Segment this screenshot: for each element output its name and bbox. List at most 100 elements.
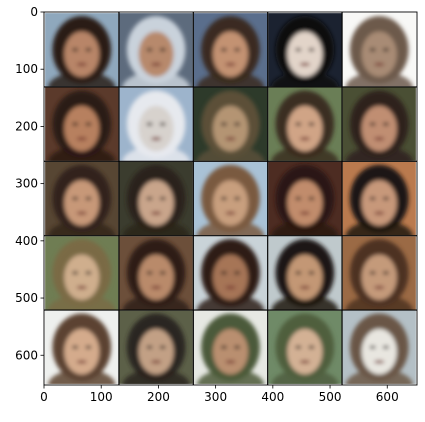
tile-face	[212, 328, 249, 375]
tile-face	[361, 328, 397, 375]
tile-face	[287, 105, 323, 152]
tile-eye-right	[382, 196, 389, 201]
tile-mouth	[151, 62, 162, 67]
tile-eye-left	[220, 196, 227, 201]
tile-eye-left	[369, 122, 376, 126]
tile-face	[212, 105, 249, 152]
generated-face-tile	[342, 310, 416, 384]
tile-shoulders	[122, 294, 190, 310]
tile-eye-right	[308, 271, 315, 275]
tile-face	[64, 328, 100, 375]
tile-mouth	[299, 137, 310, 141]
tile-shoulders	[48, 71, 116, 87]
tile-eye-right	[159, 48, 166, 52]
y-tick-label: 400	[15, 234, 38, 248]
tile-eye-left	[220, 345, 227, 349]
tile-face	[64, 254, 100, 300]
x-tick-label: 400	[261, 390, 284, 404]
tile-face	[287, 31, 323, 77]
x-tick-label: 500	[319, 390, 342, 404]
x-tick-label: 100	[90, 390, 113, 404]
tile-shoulders	[122, 146, 190, 161]
x-tick-label: 300	[204, 390, 227, 404]
tile-shoulders	[271, 220, 339, 236]
tile-separators	[44, 12, 417, 385]
tile-shoulders	[345, 294, 413, 310]
tile-mouth	[151, 360, 162, 364]
tile-face	[64, 105, 100, 152]
tile-eye-left	[369, 271, 376, 275]
tile-eye-left	[220, 122, 227, 126]
tile-mouth	[76, 285, 87, 290]
tile-mouth	[225, 285, 236, 290]
tile-shoulders	[122, 220, 190, 236]
tile-face	[138, 31, 174, 77]
tile-eye-right	[382, 122, 389, 126]
y-tick-label: 200	[15, 119, 38, 133]
tile-shoulders	[271, 369, 339, 384]
tile-eye-right	[85, 122, 92, 126]
tile-face	[287, 328, 323, 375]
tile-eye-left	[295, 196, 302, 201]
tile-eye-left	[72, 122, 79, 126]
tile-mouth	[76, 137, 87, 141]
tile-mouth	[374, 360, 385, 364]
tile-face	[287, 180, 323, 226]
tile-mouth	[225, 211, 236, 215]
y-tick-label: 300	[15, 177, 38, 191]
generated-face-tile	[119, 13, 193, 87]
generated-face-tile	[119, 310, 193, 384]
tile-eye-right	[382, 48, 389, 52]
tile-mouth	[225, 137, 236, 141]
generated-face-tile	[45, 13, 119, 87]
tile-eye-right	[308, 122, 315, 126]
tile-eye-left	[295, 271, 302, 275]
tile-eye-left	[146, 345, 153, 349]
tile-face	[138, 105, 174, 152]
tile-eye-left	[72, 345, 79, 349]
generated-face-tile	[342, 161, 416, 236]
tile-mouth	[76, 62, 87, 67]
tile-shoulders	[48, 146, 116, 161]
tile-eye-left	[369, 196, 376, 201]
tile-mouth	[374, 62, 385, 67]
generated-face-tile	[342, 87, 416, 161]
tile-eye-left	[220, 48, 227, 52]
tile-eye-right	[234, 345, 241, 349]
tile-mouth	[299, 360, 310, 364]
generated-face-tile	[342, 236, 416, 310]
generated-face-tile	[268, 161, 342, 236]
x-tick-label: 600	[376, 390, 399, 404]
tile-eye-left	[220, 271, 227, 275]
tile-shoulders	[196, 71, 265, 87]
y-tick-label: 600	[15, 348, 38, 362]
generated-face-tile	[45, 161, 119, 236]
generated-face-tile	[342, 13, 416, 87]
tile-shoulders	[48, 294, 116, 310]
tile-mouth	[151, 285, 162, 290]
tile-face	[212, 31, 249, 77]
tile-mouth	[374, 285, 385, 290]
tile-eye-left	[146, 48, 153, 52]
tile-mouth	[225, 62, 236, 67]
tile-shoulders	[271, 294, 339, 310]
tile-mouth	[374, 137, 385, 141]
tile-eye-left	[146, 271, 153, 275]
tile-face	[361, 105, 397, 152]
tile-shoulders	[271, 71, 339, 87]
tile-eye-right	[85, 48, 92, 52]
tile-eye-right	[234, 122, 241, 126]
tile-eye-left	[369, 345, 376, 349]
tile-mouth	[299, 285, 310, 290]
tile-mouth	[225, 360, 236, 364]
tile-eye-left	[369, 48, 376, 52]
tile-shoulders	[122, 369, 190, 384]
tile-shoulders	[271, 146, 339, 161]
x-tick-label: 0	[40, 390, 48, 404]
tile-shoulders	[196, 146, 265, 161]
tile-mouth	[151, 137, 162, 141]
tile-face	[64, 31, 100, 77]
tile-eye-right	[159, 345, 166, 349]
tile-eye-left	[72, 271, 79, 275]
y-tick-label: 500	[15, 291, 38, 305]
